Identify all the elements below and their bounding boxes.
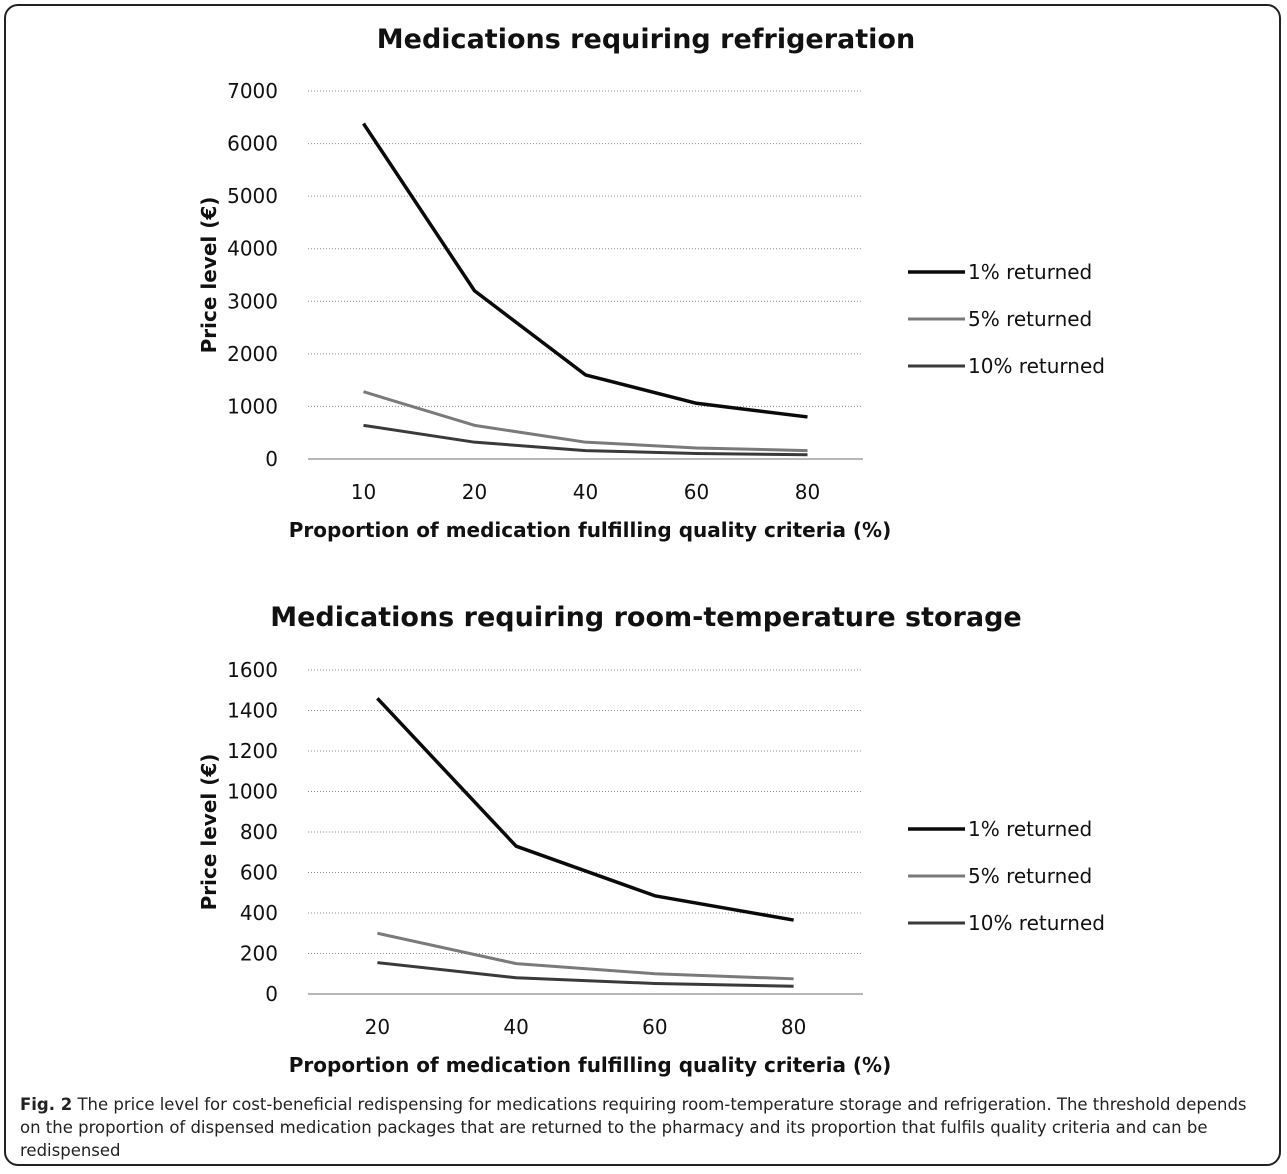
x-tick-label: 20	[365, 1015, 390, 1039]
y-tick-label: 7000	[227, 79, 278, 103]
series-lines	[362, 122, 808, 457]
legend-label: 5% returned	[968, 307, 1092, 331]
y-tick-label: 600	[240, 861, 278, 885]
y-tick-label: 200	[240, 942, 278, 966]
x-tick-labels: 20 40 60 80	[365, 1015, 807, 1039]
legend-label: 10% returned	[968, 911, 1105, 935]
x-tick-label: 40	[573, 480, 598, 504]
caption-text: The price level for cost-beneficial redi…	[20, 1095, 1247, 1160]
series-line	[363, 390, 808, 453]
y-tick-label: 4000	[227, 237, 278, 261]
refrigeration-chart: Medications requiring refrigeration Pric…	[197, 24, 1105, 542]
y-tick-label: 6000	[227, 132, 278, 156]
legend: 1% returned 5% returned 10% returned	[908, 260, 1105, 378]
x-tick-labels: 10 20 40 60 80	[351, 480, 820, 504]
y-tick-label: 1000	[227, 780, 278, 804]
chart-title: Medications requiring refrigeration	[377, 24, 915, 55]
x-tick-label: 80	[781, 1015, 806, 1039]
chart-title: Medications requiring room-temperature s…	[270, 602, 1021, 633]
series-line	[377, 931, 794, 981]
series-line	[363, 423, 808, 457]
x-tick-label: 20	[462, 480, 487, 504]
y-tick-label: 3000	[227, 289, 278, 313]
x-axis-title: Proportion of medication fulfilling qual…	[289, 1053, 891, 1077]
legend-label: 1% returned	[968, 260, 1092, 284]
legend: 1% returned 5% returned 10% returned	[908, 817, 1105, 935]
x-tick-label: 40	[503, 1015, 528, 1039]
legend-label: 1% returned	[968, 817, 1092, 841]
figure-caption: Fig. 2 The price level for cost-benefici…	[20, 1093, 1265, 1162]
y-axis-title: Price level (€)	[197, 754, 221, 911]
y-tick-label: 1400	[227, 699, 278, 723]
y-tick-label: 1000	[227, 394, 278, 418]
x-axis-title: Proportion of medication fulfilling qual…	[289, 518, 891, 542]
y-tick-label: 800	[240, 820, 278, 844]
x-tick-label: 60	[642, 1015, 667, 1039]
y-tick-label: 0	[265, 982, 278, 1006]
series-lines	[376, 697, 794, 988]
y-tick-label: 0	[265, 447, 278, 471]
y-tick-label: 2000	[227, 342, 278, 366]
gridlines	[308, 669, 863, 995]
gridlines	[308, 90, 863, 460]
y-tick-labels: 0 200 400 600 800 1000 1200 1400 1600	[227, 658, 278, 1006]
caption-label: Fig. 2	[20, 1095, 73, 1114]
legend-label: 5% returned	[968, 864, 1092, 888]
y-axis-title: Price level (€)	[197, 197, 221, 354]
series-line	[376, 697, 794, 922]
y-tick-label: 1600	[227, 658, 278, 682]
figure-frame	[4, 4, 1281, 1166]
y-tick-labels: 0 1000 2000 3000 4000 5000 6000 7000	[227, 79, 278, 471]
y-tick-label: 5000	[227, 184, 278, 208]
series-line	[377, 961, 794, 988]
x-tick-label: 10	[351, 480, 376, 504]
legend-label: 10% returned	[968, 354, 1105, 378]
y-tick-label: 1200	[227, 739, 278, 763]
room-temperature-chart: Medications requiring room-temperature s…	[197, 602, 1105, 1077]
y-tick-label: 400	[240, 901, 278, 925]
x-tick-label: 80	[795, 480, 820, 504]
series-line	[362, 122, 808, 419]
x-tick-label: 60	[684, 480, 709, 504]
